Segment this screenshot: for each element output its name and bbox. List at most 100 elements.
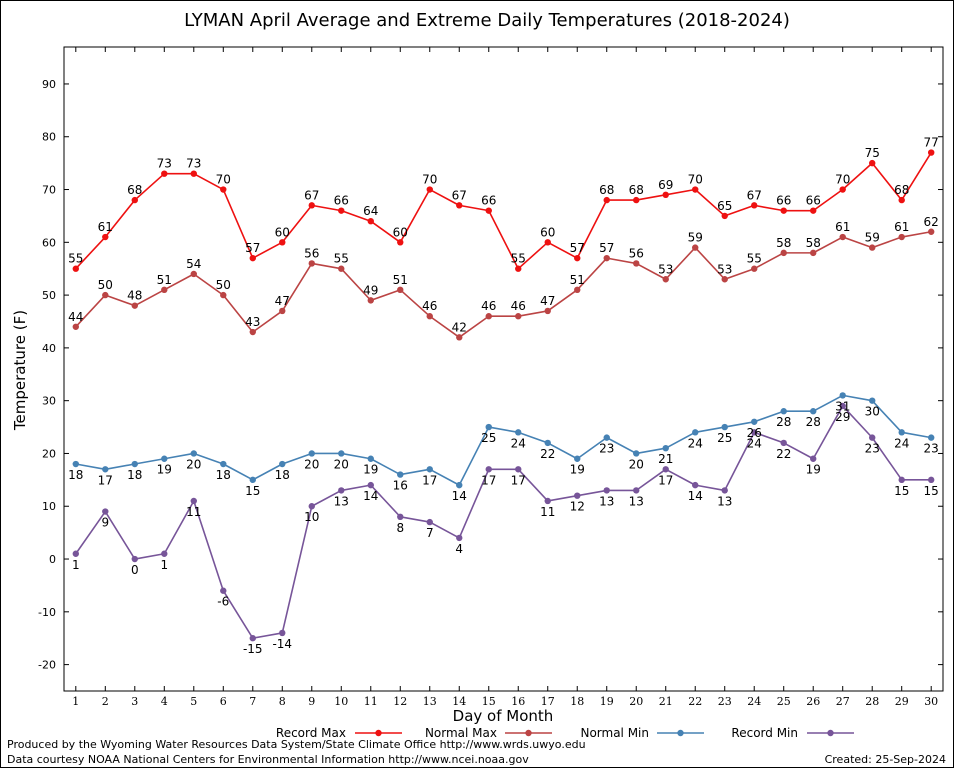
record-max-data-label: 57 (245, 241, 260, 255)
record-min-data-label: 15 (894, 484, 909, 498)
normal-max-point (780, 249, 787, 257)
x-tick-label: 1 (72, 695, 79, 708)
record-min-point (721, 487, 728, 494)
x-tick-label: 22 (688, 695, 702, 708)
record-max-point (603, 196, 610, 204)
plot-frame (63, 46, 944, 692)
x-tick-label: 11 (364, 695, 378, 708)
record-min-data-label: 13 (717, 494, 732, 508)
normal-max-data-label: 55 (334, 252, 349, 266)
normal-max-point (839, 233, 846, 241)
footer-created: Created: 25-Sep-2024 (824, 753, 946, 766)
x-tick-label: 13 (423, 695, 437, 708)
record-min-point (810, 455, 817, 462)
record-min-data-label: 13 (629, 494, 644, 508)
record-max-data-label: 75 (865, 146, 880, 160)
record-min-data-label: 8 (396, 521, 404, 535)
record-min-data-label: 17 (511, 473, 526, 487)
normal-min-point (928, 434, 935, 441)
record-max-line (75, 152, 932, 270)
normal-min-data-label: 25 (481, 431, 496, 445)
normal-max-line (75, 230, 932, 339)
record-min-data-label: -15 (243, 642, 263, 656)
record-min-data-label: 13 (334, 494, 349, 508)
record-min-data-label: 10 (304, 510, 319, 524)
normal-min-data-label: 28 (776, 415, 791, 429)
record-min-point (249, 635, 256, 642)
normal-min-point (249, 476, 256, 484)
y-tick-label: 40 (42, 342, 56, 355)
normal-max-data-label: 51 (570, 273, 585, 287)
normal-min-data-label: 25 (717, 431, 732, 445)
normal-max-point (426, 313, 433, 320)
normal-max-point (869, 244, 876, 251)
record-max-data-label: 64 (363, 204, 378, 218)
normal-max-point (574, 286, 581, 294)
record-max-data-label: 73 (186, 157, 201, 171)
legend-label-record-max: Record Max (276, 726, 346, 740)
legend-marker-normal-min (677, 729, 684, 737)
normal-max-data-label: 55 (747, 252, 762, 266)
normal-min-data-label: 24 (511, 436, 526, 450)
record-max-data-label: 60 (393, 225, 408, 239)
normal-max-point (603, 254, 610, 262)
record-min-data-label: 15 (924, 484, 939, 498)
normal-min-data-label: 28 (806, 415, 821, 429)
normal-max-point (190, 270, 197, 278)
record-min-point (367, 481, 374, 489)
normal-min-line (75, 394, 932, 486)
normal-max-data-label: 51 (157, 273, 172, 287)
record-max-data-label: 66 (334, 194, 349, 208)
y-tick-label: 80 (42, 131, 56, 144)
normal-max-point (131, 302, 138, 309)
record-max-data-label: 67 (452, 188, 467, 202)
record-max-data-label: 60 (275, 225, 290, 239)
normal-min-point (485, 423, 492, 431)
normal-max-data-label: 44 (68, 310, 83, 324)
record-min-data-label: 17 (658, 473, 673, 487)
x-tick-label: 23 (718, 695, 732, 708)
record-min-point (869, 434, 876, 441)
x-tick-label: 9 (308, 695, 315, 708)
normal-min-data-label: 14 (452, 489, 467, 503)
record-max-data-label: 77 (924, 136, 939, 150)
normal-max-point (721, 276, 728, 283)
record-max-point (426, 186, 433, 193)
record-max-point (780, 207, 787, 214)
y-tick-label: -20 (38, 659, 56, 672)
record-min-point (751, 429, 758, 436)
normal-min-point (397, 471, 404, 478)
record-max-data-label: 57 (570, 241, 585, 255)
normal-min-data-label: 17 (98, 473, 113, 487)
record-max-data-label: 66 (481, 194, 496, 208)
normal-min-point (603, 434, 610, 441)
record-max-data-label: 61 (98, 220, 113, 234)
y-tick-label: 50 (42, 289, 56, 302)
record-min-point (220, 587, 227, 594)
normal-max-data-label: 47 (540, 294, 555, 308)
x-tick-label: 20 (629, 695, 643, 708)
normal-min-point (633, 450, 640, 457)
normal-min-data-label: 15 (245, 484, 260, 498)
x-tick-label: 24 (747, 695, 761, 708)
normal-max-data-label: 51 (393, 273, 408, 287)
normal-min-data-label: 20 (334, 457, 349, 471)
normal-max-data-label: 62 (924, 215, 939, 229)
record-max-point (721, 212, 728, 220)
y-tick-label: 60 (42, 236, 56, 249)
x-tick-label: 14 (452, 695, 466, 708)
footer-produced-by: Produced by the Wyoming Water Resources … (7, 738, 586, 751)
normal-max-point (220, 291, 227, 299)
normal-max-data-label: 50 (98, 278, 113, 292)
record-min-point (397, 513, 404, 521)
record-min-point (928, 476, 935, 484)
normal-max-point (751, 265, 758, 272)
record-max-data-label: 55 (511, 252, 526, 266)
record-max-point (633, 196, 640, 204)
normal-max-point (485, 313, 492, 320)
record-max-point (928, 149, 935, 156)
record-min-data-label: 9 (101, 516, 109, 530)
normal-max-point (367, 297, 374, 304)
